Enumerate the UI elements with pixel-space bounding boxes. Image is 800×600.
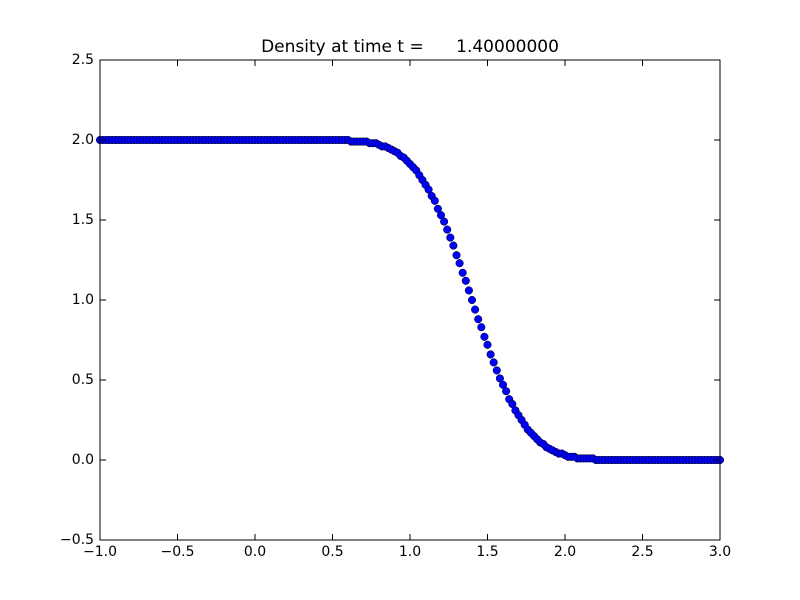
marker — [449, 241, 458, 250]
marker — [440, 217, 449, 226]
marker — [486, 350, 495, 359]
marker — [430, 196, 439, 205]
x-tick-label: 1.0 — [399, 544, 421, 560]
marker — [443, 225, 452, 234]
y-tick-label: 1.0 — [72, 292, 94, 308]
y-tick-label: 1.5 — [72, 212, 94, 228]
y-tick-label: 2.5 — [72, 52, 94, 68]
marker — [446, 233, 455, 242]
y-tick-label: −0.5 — [60, 532, 94, 548]
x-tick-label: 2.0 — [554, 544, 576, 560]
marker — [452, 251, 461, 260]
marker — [471, 305, 480, 314]
x-tick-label: 0.5 — [321, 544, 343, 560]
x-tick-label: 3.0 — [709, 544, 731, 560]
marker — [458, 268, 467, 277]
chart-title: Density at time t = 1.40000000 — [261, 37, 559, 57]
x-tick-label: 0.0 — [244, 544, 266, 560]
x-tick-label: 1.5 — [476, 544, 498, 560]
marker — [461, 276, 470, 285]
marker — [474, 315, 483, 324]
x-tick-label: −1.0 — [83, 544, 117, 560]
y-tick-label: 2.0 — [72, 132, 94, 148]
marker — [502, 387, 511, 396]
marker — [477, 323, 486, 332]
x-tick-label: 2.5 — [631, 544, 653, 560]
marker — [455, 259, 464, 268]
y-tick-label: 0.5 — [72, 372, 94, 388]
x-tick-label: −0.5 — [161, 544, 195, 560]
marker — [480, 332, 489, 341]
marker — [483, 340, 492, 349]
y-tick-label: 0.0 — [72, 452, 94, 468]
marker — [467, 295, 477, 305]
marker — [492, 366, 501, 375]
marker — [464, 286, 473, 295]
marker — [489, 358, 498, 367]
